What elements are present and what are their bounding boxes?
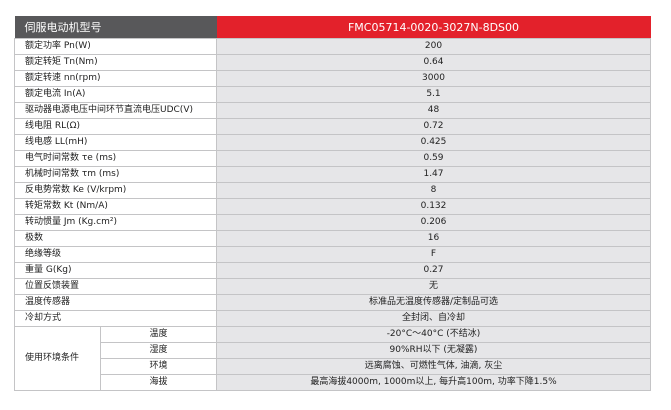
spec-table: 伺服电动机型号 FMC05714-0020-3027N-8DS00 额定功率 P… — [14, 16, 651, 391]
environment-sublabel: 湿度 — [100, 342, 217, 359]
spec-row: 额定转速 nn(rpm) 3000 — [14, 70, 651, 87]
spec-label: 额定功率 Pn(W) — [14, 38, 217, 55]
header-row: 伺服电动机型号 FMC05714-0020-3027N-8DS00 — [14, 16, 651, 39]
spec-value: 0.64 — [216, 54, 651, 71]
spec-value: 3000 — [216, 70, 651, 87]
spec-row: 位置反馈装置无 — [14, 278, 651, 295]
spec-value: 16 — [216, 230, 651, 247]
spec-label: 重量 G(Kg) — [14, 262, 217, 279]
spec-row: 额定转矩 Tn(Nm) 0.64 — [14, 54, 651, 71]
environment-sublabel: 海拔 — [100, 374, 217, 391]
spec-value: 1.47 — [216, 166, 651, 183]
spec-value: 0.59 — [216, 150, 651, 167]
spec-label: 温度传感器 — [14, 294, 217, 311]
environment-value: -20°C～40°C (不结冰) — [216, 326, 651, 343]
environment-sublabel: 环境 — [100, 358, 217, 375]
spec-label: 转动惯量 Jm (Kg.cm²) — [14, 214, 217, 231]
spec-row: 机械时间常数 τm (ms) 1.47 — [14, 166, 651, 183]
spec-label: 线电感 LL(mH) — [14, 134, 217, 151]
spec-row: 温度传感器 标准品无温度传感器/定制品可选 — [14, 294, 651, 311]
spec-value: 0.425 — [216, 134, 651, 151]
spec-row: 线电阻 RL(Ω) 0.72 — [14, 118, 651, 135]
spec-row: 转动惯量 Jm (Kg.cm²) 0.206 — [14, 214, 651, 231]
model-number: FMC05714-0020-3027N-8DS00 — [216, 16, 651, 39]
environment-value: 最高海拔4000m, 1000m以上, 每升高100m, 功率下降1.5% — [216, 374, 651, 391]
spec-label: 冷却方式 — [14, 310, 217, 327]
environment-sublabel: 温度 — [100, 326, 217, 343]
spec-label: 额定转速 nn(rpm) — [14, 70, 217, 87]
spec-value: 全封闭、自冷却 — [216, 310, 651, 327]
spec-row: 驱动器电源电压中间环节直流电压UDC(V) 48 — [14, 102, 651, 119]
spec-value: 0.72 — [216, 118, 651, 135]
header-label: 伺服电动机型号 — [14, 16, 217, 39]
environment-row: 湿度 90%RH以下 (无凝露) — [15, 342, 651, 359]
environment-label: 使用环境条件 — [14, 326, 101, 391]
environment-value: 90%RH以下 (无凝露) — [216, 342, 651, 359]
spec-value: 无 — [216, 278, 651, 295]
spec-value: 0.206 — [216, 214, 651, 231]
environment-value: 远离腐蚀、可燃性气体, 油滴, 灰尘 — [216, 358, 651, 375]
spec-label: 反电势常数 Ke (V/krpm) — [14, 182, 217, 199]
spec-label: 绝缘等级 — [14, 246, 217, 263]
spec-row: 额定电流 In(A) 5.1 — [14, 86, 651, 103]
spec-label: 电气时间常数 τe (ms) — [14, 150, 217, 167]
spec-label: 线电阻 RL(Ω) — [14, 118, 217, 135]
environment-row: 海拔 最高海拔4000m, 1000m以上, 每升高100m, 功率下降1.5% — [15, 374, 651, 391]
spec-value: F — [216, 246, 651, 263]
spec-value: 48 — [216, 102, 651, 119]
spec-label: 驱动器电源电压中间环节直流电压UDC(V) — [14, 102, 217, 119]
spec-label: 转矩常数 Kt (Nm/A) — [14, 198, 217, 215]
spec-row: 电气时间常数 τe (ms) 0.59 — [14, 150, 651, 167]
spec-value: 8 — [216, 182, 651, 199]
spec-row: 反电势常数 Ke (V/krpm) 8 — [14, 182, 651, 199]
spec-row: 冷却方式 全封闭、自冷却 — [14, 310, 651, 327]
spec-label: 额定转矩 Tn(Nm) — [14, 54, 217, 71]
spec-row: 绝缘等级 F — [14, 246, 651, 263]
spec-row: 重量 G(Kg) 0.27 — [14, 262, 651, 279]
spec-value: 标准品无温度传感器/定制品可选 — [216, 294, 651, 311]
spec-row: 线电感 LL(mH) 0.425 — [14, 134, 651, 151]
spec-row: 额定功率 Pn(W) 200 — [14, 38, 651, 55]
spec-value: 5.1 — [216, 86, 651, 103]
spec-value: 0.132 — [216, 198, 651, 215]
spec-label: 额定电流 In(A) — [14, 86, 217, 103]
environment-row: 环境 远离腐蚀、可燃性气体, 油滴, 灰尘 — [15, 358, 651, 375]
spec-row: 极数 16 — [14, 230, 651, 247]
spec-label: 机械时间常数 τm (ms) — [14, 166, 217, 183]
spec-row: 转矩常数 Kt (Nm/A) 0.132 — [14, 198, 651, 215]
spec-value: 0.27 — [216, 262, 651, 279]
environment-row: 使用环境条件 温度 -20°C～40°C (不结冰) — [14, 326, 651, 391]
spec-label: 位置反馈装置 — [14, 278, 217, 295]
spec-value: 200 — [216, 38, 651, 55]
spec-label: 极数 — [14, 230, 217, 247]
